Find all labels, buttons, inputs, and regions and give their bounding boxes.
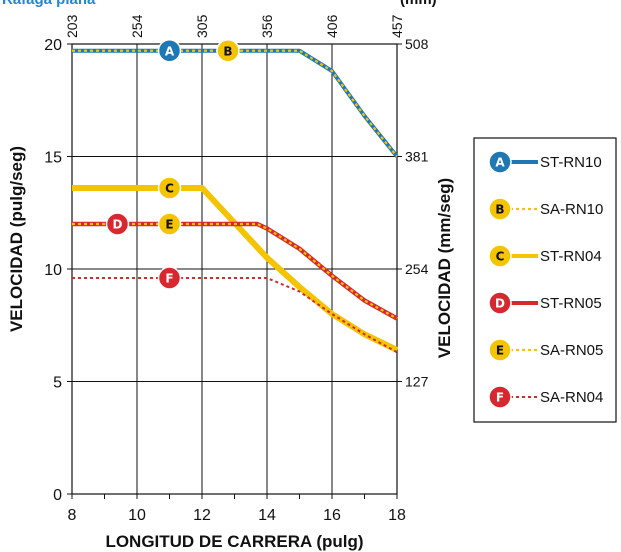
legend-label-sa-rn05: SA-RN05: [540, 342, 603, 359]
series-badge-f-circle: [157, 266, 182, 290]
legend-label-st-rn10: ST-RN10: [540, 154, 602, 171]
series-line-sa-rn05: [72, 222, 398, 320]
series-line-sa-rn04: [72, 277, 398, 354]
series-badge-f-letter: F: [165, 272, 173, 286]
series-line-st-rn05: [72, 221, 399, 321]
legend: A ST-RN10 B SA-RN10 C ST-RN04 D ST-RN05 E SA-RN05…: [488, 150, 603, 409]
x-tick-label: 16: [323, 507, 341, 524]
legend-badge-c-letter: C: [496, 250, 505, 264]
series-badge-a-letter: A: [165, 44, 175, 58]
series-badge-b-circle: [216, 39, 240, 63]
chart-title: Ráfaga plana: [2, 0, 96, 8]
y-tick-label: 15: [44, 150, 62, 167]
chart-title-suffix: (mm): [400, 0, 437, 8]
series-badge-c-circle: [157, 176, 182, 200]
x-tick-label: 8: [68, 507, 77, 524]
series-badge-a-circle: [157, 39, 182, 63]
right-tick-label: 508: [405, 36, 429, 52]
y-axis-title-right: VELOCIDAD (mm/seg): [435, 178, 454, 358]
top-tick-label: 457: [389, 14, 405, 38]
top-tick-label: 203: [64, 14, 80, 38]
right-tick-label: 254: [405, 261, 429, 277]
x-tick-label: 14: [258, 507, 276, 524]
series-line-st-rn10: [72, 48, 399, 158]
top-tick-label: 406: [324, 14, 340, 38]
series-layer: [72, 48, 399, 354]
series-badge-c-letter: C: [165, 182, 174, 196]
series-badge-d-letter: D: [113, 218, 123, 232]
legend-box: [473, 137, 617, 423]
legend-label-st-rn05: ST-RN05: [540, 295, 602, 312]
series-badge-e-circle: [157, 212, 182, 236]
y-tick-label: 10: [44, 262, 62, 279]
legend-badge-c-circle: [488, 244, 512, 268]
series-badges: A B C D E F: [105, 39, 240, 290]
x-tick-label: 12: [193, 507, 211, 524]
top-tick-label: 305: [194, 14, 210, 38]
top-tick-label: 356: [259, 14, 275, 38]
series-badge-b-letter: B: [223, 44, 232, 58]
legend-badge-a-circle: [488, 150, 512, 174]
x-tick-label: 10: [128, 507, 146, 524]
legend-badge-e-circle: [488, 338, 512, 362]
legend-badge-a-letter: A: [495, 156, 505, 170]
x-axis-title: LONGITUD DE CARRERA (pulg): [105, 532, 363, 551]
legend-badge-d-letter: D: [495, 297, 505, 311]
legend-badge-d-circle: [488, 291, 512, 315]
y-tick-label: 20: [44, 37, 62, 54]
series-line-sa-rn10: [72, 49, 398, 158]
grid-lines: [72, 44, 397, 494]
axis-ticks: 8 10 12 14 16 18 203 254 305 356 406 457 0 5 10 15 20 127…: [44, 14, 428, 524]
y-axis-title-left: VELOCIDAD (pulg/seg): [7, 146, 26, 332]
legend-label-sa-rn04: SA-RN04: [540, 389, 603, 406]
legend-badge-b-circle: [488, 197, 512, 221]
x-tick-label: 18: [388, 507, 406, 524]
top-tick-label: 254: [129, 14, 145, 38]
legend-badge-f-letter: F: [496, 391, 504, 405]
series-badge-d-circle: [105, 212, 130, 236]
legend-badge-b-letter: B: [495, 203, 504, 217]
y-tick-label: 5: [53, 375, 62, 392]
legend-label-sa-rn10: SA-RN10: [540, 201, 603, 218]
legend-label-st-rn04: ST-RN04: [540, 248, 602, 265]
series-badge-e-letter: E: [165, 218, 173, 232]
legend-badge-e-letter: E: [496, 344, 504, 358]
right-tick-label: 127: [405, 374, 429, 390]
right-tick-label: 381: [405, 149, 429, 165]
y-tick-label: 0: [53, 487, 62, 504]
legend-badge-f-circle: [488, 385, 512, 409]
